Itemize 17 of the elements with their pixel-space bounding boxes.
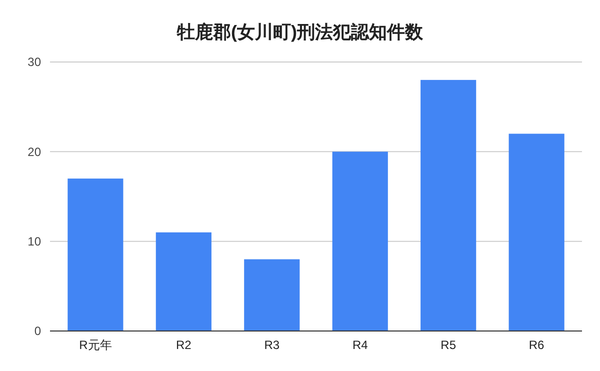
x-tick-label: R3 bbox=[264, 338, 280, 352]
bar bbox=[508, 134, 564, 331]
bar bbox=[156, 232, 212, 331]
y-tick-label: 30 bbox=[28, 55, 42, 70]
bar bbox=[244, 259, 300, 331]
y-tick-label: 20 bbox=[28, 144, 42, 159]
bar bbox=[420, 80, 476, 331]
y-tick-label: 10 bbox=[28, 234, 42, 249]
bar bbox=[68, 178, 124, 331]
y-tick-label: 0 bbox=[34, 324, 42, 338]
x-tick-label: R5 bbox=[440, 338, 456, 352]
bar bbox=[332, 152, 388, 331]
x-tick-label: R2 bbox=[176, 338, 192, 352]
chart-title: 牡鹿郡(女川町)刑法犯認知件数 bbox=[176, 22, 424, 42]
x-tick-label: R元年 bbox=[79, 338, 112, 352]
x-tick-label: R4 bbox=[352, 338, 368, 352]
x-tick-label: R6 bbox=[528, 338, 545, 352]
